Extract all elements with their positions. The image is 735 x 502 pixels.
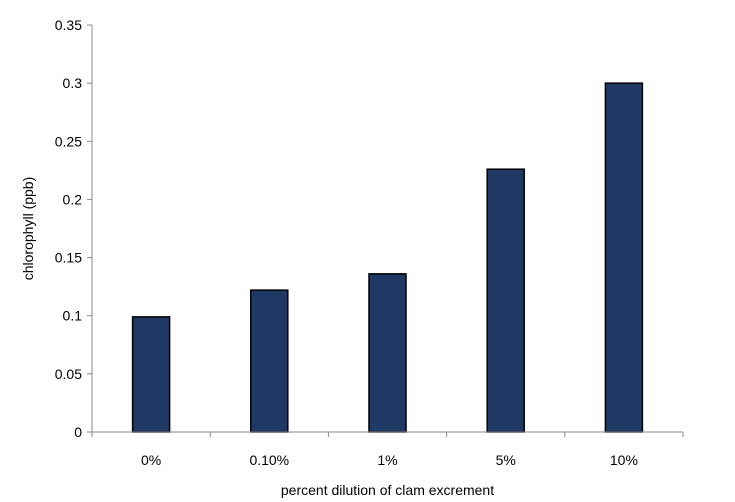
y-tick-label: 0.3	[63, 75, 83, 91]
y-tick-label: 0.25	[55, 133, 82, 149]
y-axis-title: chlorophyll (ppb)	[20, 177, 36, 281]
bars	[131, 82, 644, 433]
bar	[486, 168, 525, 433]
x-axis-ticks: 0% 0.10% 1% 5% 10%	[91, 432, 684, 468]
bar	[131, 316, 171, 433]
y-tick-label: 0.2	[63, 191, 83, 207]
x-tick-label: 5%	[496, 452, 516, 468]
y-tick-label: 0.15	[55, 250, 82, 266]
y-tick-label: 0.1	[63, 308, 83, 324]
bar	[250, 289, 289, 433]
x-axis-title: percent dilution of clam excrement	[281, 482, 494, 498]
y-axis-ticks: 0 0.05 0.1 0.15 0.2 0.25 0.3 0.35	[55, 17, 92, 440]
bar	[368, 273, 407, 433]
y-tick-label: 0.05	[55, 366, 82, 382]
y-tick-label: 0.35	[55, 17, 82, 33]
y-tick-label: 0	[74, 424, 82, 440]
x-tick-label: 0.10%	[249, 452, 289, 468]
x-tick-label: 1%	[377, 452, 397, 468]
x-tick-label: 0%	[141, 452, 161, 468]
bar	[604, 82, 644, 433]
x-tick-label: 10%	[610, 452, 638, 468]
